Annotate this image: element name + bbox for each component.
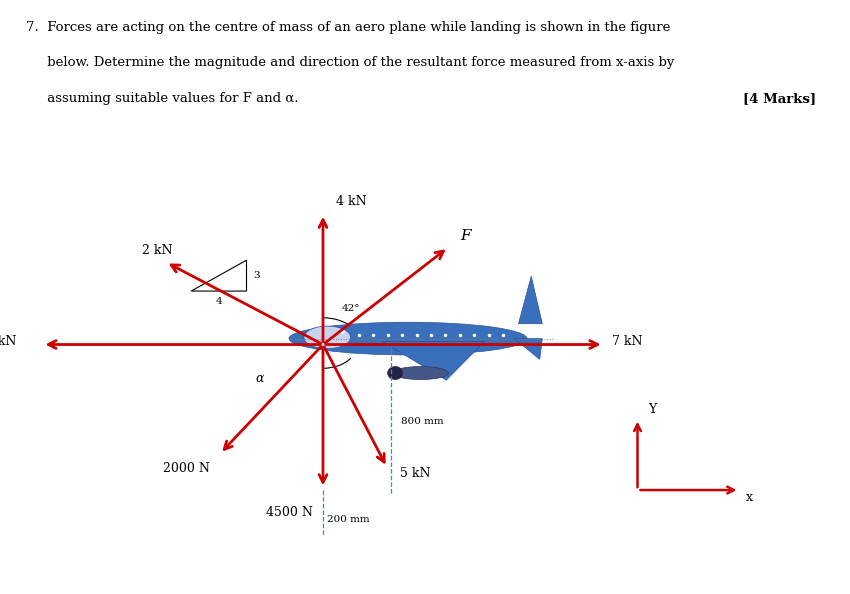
Text: α: α — [255, 372, 264, 386]
Text: [4 Marks]: [4 Marks] — [743, 92, 816, 105]
Text: x: x — [746, 491, 753, 504]
Text: 42°: 42° — [342, 304, 360, 314]
Text: 4 kN: 4 kN — [336, 195, 366, 208]
Text: below. Determine the magnitude and direction of the resultant force measured fro: below. Determine the magnitude and direc… — [26, 56, 674, 69]
Polygon shape — [382, 342, 484, 380]
Text: 200 mm: 200 mm — [327, 515, 370, 525]
Text: 5 kN: 5 kN — [400, 467, 430, 480]
Text: Y: Y — [648, 403, 656, 416]
Ellipse shape — [393, 366, 449, 380]
Ellipse shape — [289, 322, 527, 355]
Text: 2000 N: 2000 N — [162, 462, 210, 475]
Text: 7 kN: 7 kN — [612, 335, 643, 348]
Ellipse shape — [388, 366, 403, 380]
Text: 2 kN: 2 kN — [142, 244, 173, 257]
Text: 7.  Forces are acting on the centre of mass of an aero plane while landing is sh: 7. Forces are acting on the centre of ma… — [26, 21, 670, 34]
Text: 4.5 kN: 4.5 kN — [0, 335, 17, 348]
Polygon shape — [514, 339, 542, 359]
Text: 3: 3 — [253, 271, 260, 280]
Text: 4500 N: 4500 N — [265, 505, 313, 519]
Polygon shape — [518, 276, 542, 324]
Text: 4: 4 — [216, 297, 222, 307]
Text: F: F — [460, 229, 470, 242]
Text: assuming suitable values for F and α.: assuming suitable values for F and α. — [26, 92, 298, 105]
Ellipse shape — [304, 326, 350, 349]
Text: 800 mm: 800 mm — [401, 417, 444, 426]
